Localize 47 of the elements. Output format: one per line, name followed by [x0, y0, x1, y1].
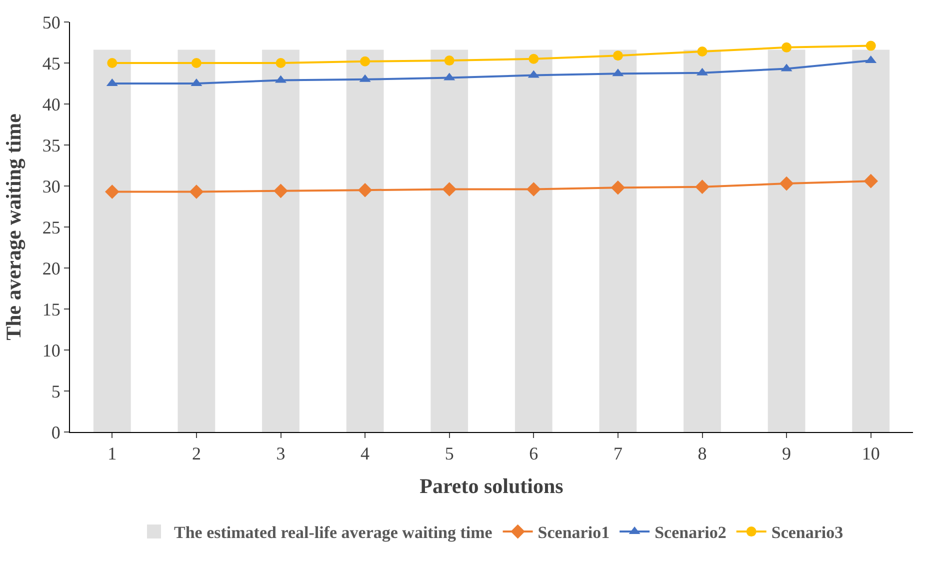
- point: [189, 184, 204, 199]
- point: [191, 58, 202, 68]
- legend-label: Scenario3: [771, 523, 844, 542]
- y-tick-label: 50: [42, 12, 60, 32]
- y-tick-label: 25: [42, 217, 60, 238]
- point: [107, 58, 118, 68]
- point: [779, 176, 794, 191]
- x-tick-label: 7: [613, 444, 622, 464]
- point: [864, 174, 878, 188]
- x-tick-label: 2: [192, 444, 201, 464]
- y-tick-label: 0: [51, 422, 60, 442]
- point: [105, 184, 120, 199]
- point: [612, 50, 623, 61]
- y-axis-title: The average waiting time: [2, 114, 26, 340]
- point: [866, 40, 876, 51]
- point: [782, 42, 792, 52]
- point: [695, 180, 710, 194]
- x-tick-label: 5: [444, 444, 454, 464]
- point: [442, 182, 456, 196]
- y-tick-label: 15: [42, 299, 60, 320]
- y-tick-label: 45: [42, 53, 60, 74]
- x-tick-label: 9: [782, 444, 792, 464]
- point: [526, 182, 541, 196]
- legend-label: Scenario2: [654, 523, 726, 542]
- point: [274, 184, 288, 198]
- y-tick-label: 40: [42, 94, 60, 114]
- legend-label: Scenario1: [538, 523, 610, 542]
- x-axis-title: Pareto solutions: [420, 474, 564, 498]
- point: [610, 180, 626, 195]
- x-tick-label: 4: [360, 444, 370, 464]
- x-tick-label: 1: [108, 444, 117, 464]
- x-tick-label: 10: [862, 444, 880, 464]
- x-tick-label: 8: [698, 444, 707, 464]
- y-tick-label: 35: [42, 135, 60, 156]
- y-tick-label: 5: [51, 381, 60, 402]
- point: [697, 46, 708, 57]
- y-tick-label: 30: [42, 176, 60, 196]
- point: [276, 58, 286, 68]
- y-tick-label: 10: [42, 340, 60, 360]
- x-tick-label: 3: [276, 444, 286, 464]
- legend-label: The estimated real-life average waiting time: [174, 523, 493, 542]
- point: [360, 56, 370, 66]
- point: [358, 182, 372, 198]
- y-tick-label: 20: [42, 258, 60, 278]
- point: [444, 56, 454, 66]
- x-tick-label: 6: [529, 444, 538, 464]
- point: [528, 54, 539, 64]
